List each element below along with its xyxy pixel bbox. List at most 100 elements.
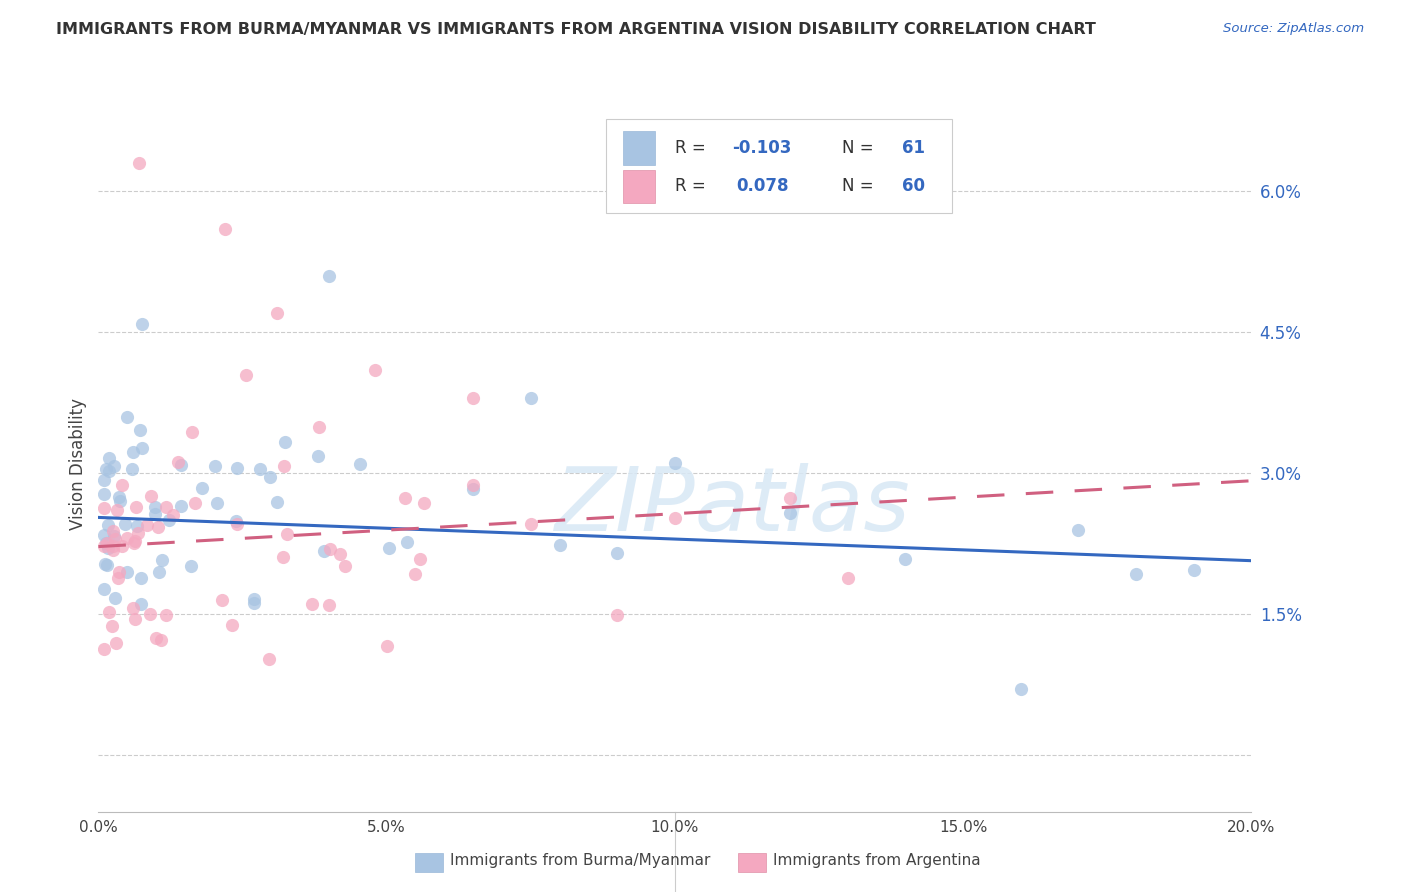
Point	[319, 541, 342, 556]
Point	[121, 445, 143, 459]
FancyBboxPatch shape	[606, 120, 952, 213]
Point	[191, 481, 214, 495]
Text: -0.103: -0.103	[733, 139, 792, 157]
Point	[180, 558, 202, 573]
Point	[249, 461, 271, 475]
Point	[139, 489, 162, 503]
Point	[364, 363, 387, 377]
Point	[122, 536, 145, 550]
Point	[136, 518, 159, 533]
Point	[1067, 523, 1090, 537]
Point	[259, 470, 281, 484]
Point	[214, 221, 236, 235]
Point	[152, 552, 174, 566]
Point	[131, 441, 153, 455]
Point	[779, 491, 801, 505]
Point	[124, 533, 146, 548]
Point	[143, 500, 166, 515]
Point	[409, 552, 432, 566]
Point	[1125, 566, 1147, 581]
Point	[375, 639, 398, 653]
Point	[243, 596, 266, 610]
Point	[114, 516, 136, 531]
Point	[181, 425, 204, 440]
Point	[274, 435, 297, 450]
Text: 61: 61	[903, 139, 925, 157]
Point	[169, 499, 191, 513]
Point	[104, 591, 127, 606]
Text: 0.078: 0.078	[735, 178, 789, 195]
Point	[150, 632, 173, 647]
Point	[170, 458, 193, 473]
Point	[97, 451, 120, 466]
FancyBboxPatch shape	[623, 131, 655, 165]
Text: N =: N =	[842, 139, 879, 157]
Point	[96, 558, 118, 572]
Point	[266, 306, 288, 320]
Point	[211, 593, 233, 607]
Point	[349, 457, 371, 471]
Point	[124, 612, 146, 626]
Point	[127, 519, 149, 533]
Point	[329, 547, 352, 561]
Point	[183, 495, 205, 509]
Point	[225, 514, 247, 528]
Point	[103, 542, 125, 557]
Point	[127, 526, 149, 541]
Point	[96, 536, 118, 550]
Point	[97, 541, 120, 556]
Point	[894, 552, 917, 566]
Point	[271, 549, 294, 564]
Point	[93, 642, 115, 657]
Point	[520, 391, 543, 405]
Point	[235, 368, 257, 383]
Point	[266, 494, 288, 508]
Point	[243, 591, 266, 606]
Point	[145, 507, 167, 521]
FancyBboxPatch shape	[623, 169, 655, 203]
Point	[394, 491, 416, 505]
Point	[93, 528, 115, 542]
Point	[606, 546, 628, 560]
Point	[318, 598, 340, 612]
Point	[226, 461, 249, 475]
Point	[461, 478, 484, 492]
Point	[664, 455, 686, 469]
Point	[225, 516, 247, 531]
Point	[103, 529, 125, 543]
Point	[221, 618, 243, 632]
Point	[307, 449, 329, 463]
Point	[308, 420, 330, 434]
Point	[101, 619, 124, 633]
Text: R =: R =	[675, 178, 716, 195]
Text: Immigrants from Burma/Myanmar: Immigrants from Burma/Myanmar	[450, 854, 710, 868]
Point	[93, 582, 115, 596]
Point	[148, 565, 170, 579]
Point	[1182, 563, 1205, 577]
Point	[548, 537, 571, 551]
Point	[104, 636, 127, 650]
Point	[105, 503, 128, 517]
Point	[461, 391, 484, 405]
Point	[205, 496, 228, 510]
Y-axis label: Vision Disability: Vision Disability	[69, 398, 87, 530]
Point	[155, 500, 177, 514]
Point	[461, 482, 484, 496]
Text: 60: 60	[903, 178, 925, 195]
Point	[93, 539, 115, 553]
Point	[257, 651, 280, 665]
Point	[98, 464, 121, 478]
Point	[96, 536, 118, 550]
Point	[664, 511, 686, 525]
Text: N =: N =	[842, 178, 879, 195]
Point	[128, 156, 150, 170]
Point	[162, 508, 184, 522]
Point	[131, 317, 153, 331]
Point	[779, 506, 801, 520]
Point	[301, 597, 323, 611]
Point	[405, 566, 427, 581]
Point	[333, 558, 356, 573]
Point	[125, 500, 148, 514]
Text: Immigrants from Argentina: Immigrants from Argentina	[773, 854, 981, 868]
Point	[93, 473, 115, 487]
